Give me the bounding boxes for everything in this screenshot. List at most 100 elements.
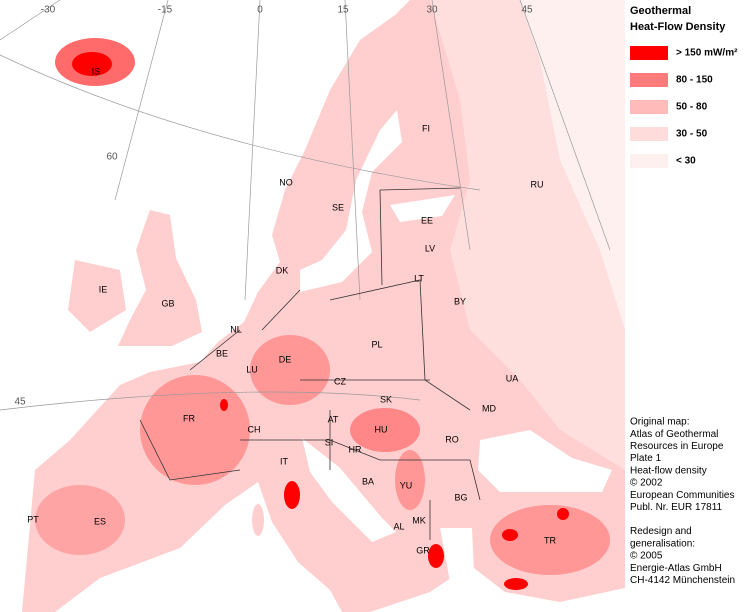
legend-panel	[625, 0, 750, 612]
country-code: ES	[94, 516, 106, 526]
country-code: IT	[280, 456, 289, 466]
country-code: FI	[422, 123, 430, 133]
country-code: AL	[393, 521, 404, 531]
great-britain	[118, 210, 202, 346]
black-sea	[478, 430, 612, 492]
country-code: FR	[183, 413, 195, 423]
country-code: SI	[325, 437, 334, 447]
country-code: LV	[425, 243, 435, 253]
atlantic	[0, 0, 410, 612]
meridian	[431, 0, 471, 251]
meridian	[244, 0, 261, 301]
legend-title: Geothermal	[630, 5, 691, 17]
country-code: LT	[414, 273, 424, 283]
credit-line: generalisation:	[630, 538, 695, 549]
hot-spot	[220, 399, 228, 411]
country-code: BA	[362, 476, 374, 486]
legend-swatch	[630, 46, 668, 60]
country-code: HU	[375, 424, 388, 434]
credit-line: Original map:	[630, 417, 689, 428]
legend-swatch	[630, 73, 668, 87]
legend-label: 30 - 50	[676, 129, 708, 140]
graticule-label: 60	[106, 152, 118, 163]
graticule-label: 45	[521, 5, 533, 16]
hot-spot	[557, 508, 569, 520]
very-low-flow-zone	[520, 0, 625, 330]
credit-line: Heat-flow density	[630, 465, 707, 476]
credit-line: Publ. Nr. EUR 17811	[630, 502, 723, 513]
country-code: BG	[454, 492, 467, 502]
eastern-mediterranean	[370, 565, 625, 612]
country-code: CH	[248, 424, 261, 434]
graticule-label: 15	[337, 5, 349, 16]
country-code: NL	[230, 324, 242, 334]
country-code: NO	[279, 177, 293, 187]
graticule-label: -30	[41, 5, 56, 16]
legend-swatch	[630, 100, 668, 114]
credit-line: European Communities	[630, 490, 735, 501]
country-code: HR	[349, 444, 362, 454]
country-code: AT	[328, 414, 339, 424]
legend-swatch	[630, 127, 668, 141]
heat-zone	[395, 450, 425, 510]
hot-spot	[284, 481, 300, 509]
credit-line: CH-4142 Münchenstein	[630, 575, 735, 586]
country-code: YU	[400, 480, 413, 490]
corsica-sardinia	[252, 504, 264, 536]
baltic	[300, 110, 402, 292]
country-code: PL	[371, 339, 382, 349]
hot-spot	[428, 544, 444, 568]
country-code: EE	[421, 215, 433, 225]
adriatic	[302, 438, 396, 542]
heat-zone	[35, 485, 125, 555]
meridian	[0, 0, 61, 41]
graticule-label: 0	[257, 5, 263, 16]
country-code: CZ	[334, 376, 346, 386]
country-code: GR	[416, 545, 430, 555]
country-code: BY	[454, 296, 466, 306]
country-code: GB	[161, 298, 174, 308]
heat-zone	[140, 375, 250, 485]
aegean	[440, 528, 474, 582]
country-code: SE	[332, 202, 344, 212]
country-code: IE	[99, 284, 108, 294]
country-code: IS	[92, 66, 101, 76]
country-code: LU	[246, 364, 258, 374]
heat-zone	[250, 335, 330, 405]
parallel-45	[0, 391, 421, 411]
meridian	[344, 0, 361, 301]
country-code: DK	[276, 265, 289, 275]
meridian	[114, 0, 169, 201]
credit-line: Resources in Europe	[630, 441, 724, 452]
legend-label: 80 - 150	[676, 75, 713, 86]
country-code: RU	[531, 179, 544, 189]
legend-swatch	[630, 154, 668, 168]
gulf-of-finland	[390, 195, 455, 222]
legend-label: > 150 mW/m²	[676, 48, 738, 59]
country-code: MD	[482, 403, 496, 413]
country-code: BE	[216, 348, 228, 358]
legend-label: < 30	[676, 156, 696, 167]
graticule-label: -15	[158, 5, 173, 16]
legend-label: 50 - 80	[676, 102, 708, 113]
legend-title: Heat-Flow Density	[630, 21, 726, 33]
country-code: TR	[544, 535, 556, 545]
credit-line: Redesign and	[630, 526, 692, 537]
graticule-label: 45	[14, 397, 26, 408]
country-code: SK	[380, 394, 392, 404]
country-code: MK	[412, 515, 426, 525]
heat-zone	[490, 505, 610, 575]
credit-line: Plate 1	[630, 453, 662, 464]
western-mediterranean	[55, 482, 342, 612]
hot-spot	[72, 52, 112, 76]
graticule-label: 30	[426, 5, 438, 16]
hot-spot	[504, 578, 528, 590]
parallel-60	[0, 54, 481, 191]
borders	[139, 187, 481, 540]
country-code: DE	[279, 354, 292, 364]
credit-line: © 2005	[630, 551, 663, 562]
credit-line: Atlas of Geothermal	[630, 429, 718, 440]
country-code: UA	[506, 373, 519, 383]
credit-line: Energie-Atlas GmbH	[630, 563, 722, 574]
